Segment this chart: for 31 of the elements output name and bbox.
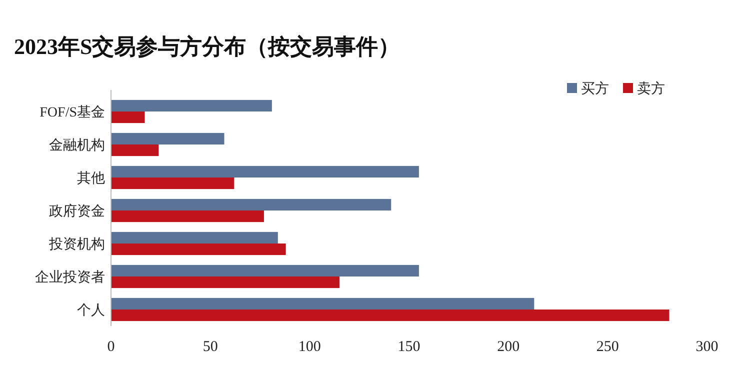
y-tick-label: 投资机构 bbox=[48, 236, 105, 252]
bar bbox=[111, 298, 534, 310]
bar bbox=[111, 276, 340, 288]
y-tick-label: 金融机构 bbox=[49, 137, 105, 154]
bar bbox=[111, 210, 264, 222]
legend-label: 卖方 bbox=[637, 81, 665, 97]
y-tick-label: 政府资金 bbox=[49, 203, 105, 220]
chart-title: 2023年S交易参与方分布（按交易事件） bbox=[14, 34, 400, 59]
bar bbox=[111, 178, 234, 190]
legend-label: 买方 bbox=[581, 81, 609, 97]
y-tick-label: FOF/S基金 bbox=[40, 104, 105, 120]
x-tick-label: 300 bbox=[696, 339, 718, 355]
y-tick-label: 个人 bbox=[77, 302, 105, 318]
bar bbox=[111, 244, 286, 256]
bar bbox=[111, 132, 224, 144]
x-tick-label: 200 bbox=[497, 339, 520, 355]
bar bbox=[111, 100, 272, 112]
bar bbox=[111, 144, 159, 156]
bar bbox=[111, 232, 278, 244]
bar bbox=[111, 310, 670, 322]
y-tick-label: 其他 bbox=[77, 170, 105, 186]
x-tick-label: 250 bbox=[596, 339, 619, 355]
bar bbox=[111, 112, 145, 124]
x-tick-label: 50 bbox=[202, 339, 218, 355]
bar bbox=[111, 198, 392, 210]
x-tick-label: 0 bbox=[107, 339, 115, 355]
bar bbox=[111, 166, 419, 178]
x-tick-label: 100 bbox=[298, 339, 321, 355]
y-tick-label: 企业投资者 bbox=[35, 269, 105, 286]
x-tick-label: 150 bbox=[398, 339, 420, 355]
bar bbox=[111, 264, 419, 276]
